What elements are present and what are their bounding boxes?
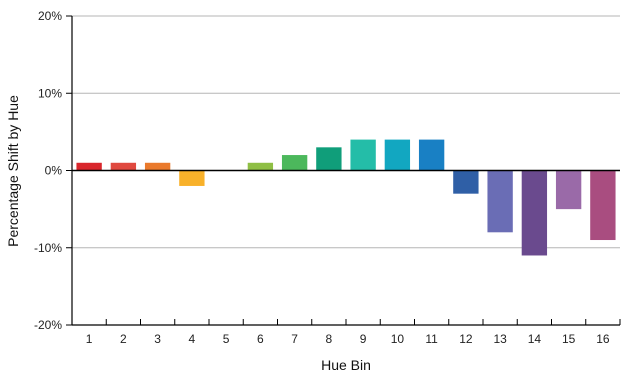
x-tick-label: 9: [360, 332, 367, 346]
x-tick-label: 6: [257, 332, 264, 346]
axes-group: [66, 15, 621, 326]
bar-15: [555, 170, 582, 210]
x-tick-label: 14: [528, 332, 542, 346]
bar-4: [179, 170, 205, 186]
x-tick-label: 7: [291, 332, 298, 346]
y-tick-label: 20%: [38, 9, 62, 23]
x-tick-labels: 1 2 3 4 5 6 7 8 9 10 11 12 13 14 15 16: [86, 332, 610, 346]
x-tick-label: 1: [86, 332, 93, 346]
y-tick-label: 10%: [38, 86, 62, 100]
x-tick-label: 12: [459, 332, 473, 346]
bar-7: [281, 155, 308, 171]
bar-10: [384, 139, 411, 171]
bar-3: [144, 162, 171, 171]
bars-group: [76, 139, 616, 256]
x-tick-label: 8: [326, 332, 333, 346]
bar-13: [487, 170, 513, 233]
y-tick-label: -20%: [34, 318, 62, 332]
bar-8: [316, 147, 342, 171]
bar-9: [350, 139, 376, 171]
y-axis-title: Percentage Shift by Hue: [5, 95, 21, 247]
y-tick-label: -10%: [34, 241, 62, 255]
bar-2: [110, 162, 137, 171]
x-tick-label: 3: [154, 332, 161, 346]
bar-6: [247, 162, 274, 171]
bar-14: [521, 170, 548, 256]
x-tick-label: 5: [223, 332, 230, 346]
x-tick-label: 13: [493, 332, 507, 346]
x-tick-label: 2: [120, 332, 127, 346]
bar-11: [418, 139, 445, 171]
x-tick-label: 4: [189, 332, 196, 346]
x-tick-label: 16: [596, 332, 610, 346]
x-tick-label: 15: [562, 332, 576, 346]
bar-1: [76, 162, 102, 171]
x-axis-title: Hue Bin: [321, 357, 371, 373]
bar-16: [590, 170, 616, 241]
x-tick-label: 11: [425, 332, 438, 346]
y-tick-labels: -20% -10% 0% 10% 20%: [34, 9, 62, 332]
y-tick-label: 0%: [45, 164, 63, 178]
bar-12: [453, 170, 479, 194]
x-tick-label: 10: [391, 332, 405, 346]
